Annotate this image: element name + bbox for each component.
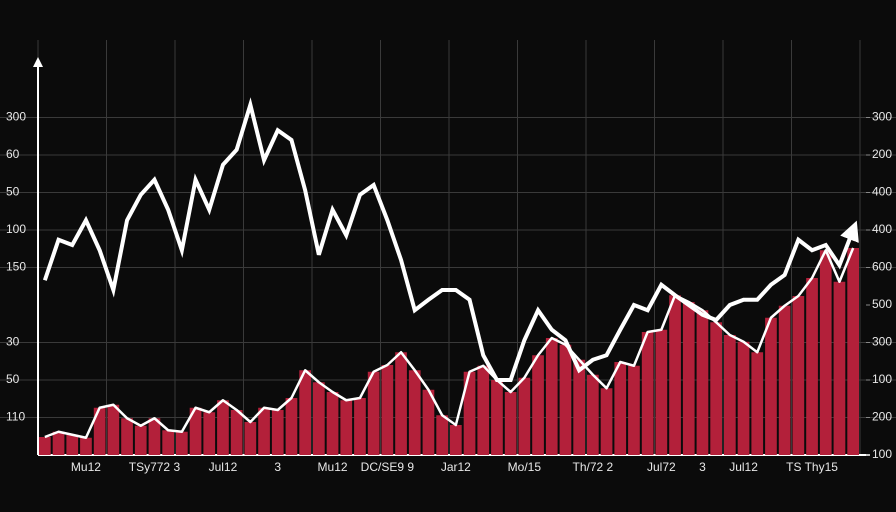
bar	[765, 317, 777, 455]
bar	[559, 344, 572, 455]
x-tick-label: Th/72 2	[572, 460, 613, 474]
y2-tick-label: 300	[872, 110, 892, 124]
bar	[244, 422, 257, 455]
y-tick-label: 150	[6, 260, 26, 274]
bar	[710, 322, 722, 455]
x-tick-label: Mu12	[318, 460, 348, 474]
x-tick-label: 3	[699, 460, 706, 474]
bar	[176, 431, 188, 455]
bar	[833, 281, 846, 455]
x-tick-label: Jul72	[647, 460, 676, 474]
bar	[806, 278, 818, 455]
bar	[203, 412, 216, 455]
bar	[628, 365, 640, 455]
bar	[258, 407, 270, 455]
bar	[285, 398, 298, 455]
y-tick-label: 30	[6, 335, 20, 349]
bar	[121, 418, 133, 455]
bar	[847, 248, 859, 455]
bar	[504, 392, 517, 455]
bar	[340, 400, 353, 455]
line-series	[42, 97, 859, 382]
y2-tick-label: 500	[872, 297, 892, 311]
y2-tick-label: 200	[872, 147, 892, 161]
bar	[724, 335, 736, 455]
bar	[367, 371, 380, 455]
bar	[230, 410, 243, 455]
bar	[422, 389, 435, 455]
bar	[299, 370, 311, 455]
y2-tick-label: 200	[872, 410, 892, 424]
bar	[354, 398, 366, 455]
y-tick-label: 300	[6, 110, 26, 124]
bar	[436, 415, 448, 455]
bar	[217, 400, 229, 455]
bar	[80, 437, 92, 455]
bar	[792, 296, 805, 455]
bar	[66, 434, 79, 455]
bar	[395, 352, 407, 455]
bar	[751, 352, 764, 455]
bar	[641, 332, 654, 455]
x-tick-label: Jar12	[441, 460, 471, 474]
y2-tick-label: 100	[872, 372, 892, 386]
bar	[93, 407, 106, 455]
bar	[463, 371, 476, 455]
bar	[573, 359, 585, 455]
x-tick-label: Jul12	[209, 460, 238, 474]
bar	[52, 431, 65, 455]
bar	[518, 377, 531, 455]
bar	[819, 250, 832, 455]
x-tick-label: TSy772 3	[129, 460, 181, 474]
y2-tick-label: 400	[872, 222, 892, 236]
bar	[655, 329, 668, 455]
bar	[737, 341, 750, 455]
bar	[408, 370, 421, 455]
x-tick-label: Mu12	[71, 460, 101, 474]
y2-tick-label: 400	[872, 185, 892, 199]
bar	[545, 338, 558, 455]
bar	[491, 380, 503, 455]
y2-tick-label: 100	[872, 447, 892, 461]
bar	[450, 425, 462, 455]
x-tick-label: TS Thy15	[786, 460, 838, 474]
x-tick-label: Mo/15	[508, 460, 542, 474]
x-tick-label: Jul12	[729, 460, 758, 474]
bar	[614, 362, 627, 455]
y-tick-label: 50	[6, 372, 20, 386]
y-tick-label: 110	[6, 410, 25, 424]
y-tick-label: 60	[6, 147, 20, 161]
bar	[532, 355, 544, 455]
bar	[271, 410, 284, 455]
bar	[107, 404, 120, 455]
bar	[148, 418, 161, 455]
bar	[696, 310, 709, 455]
bar	[39, 437, 51, 455]
bar	[313, 382, 325, 455]
bar	[477, 365, 490, 455]
y-tick-label: 50	[6, 185, 20, 199]
y2-tick-label: 300	[872, 335, 892, 349]
bar	[381, 365, 394, 455]
x-tick-label: DC/SE9 9	[361, 460, 415, 474]
bar	[326, 392, 339, 455]
bar	[162, 430, 174, 455]
bar	[778, 305, 791, 455]
y2-tick-label: 600	[872, 260, 892, 274]
x-tick-label: 3	[274, 460, 281, 474]
bar	[600, 388, 613, 455]
bar	[669, 295, 681, 455]
bar-outline	[44, 247, 855, 439]
bar	[587, 374, 599, 455]
bar	[682, 302, 695, 455]
bar	[189, 407, 202, 455]
bar	[134, 425, 147, 455]
y-tick-label: 100	[6, 222, 26, 236]
